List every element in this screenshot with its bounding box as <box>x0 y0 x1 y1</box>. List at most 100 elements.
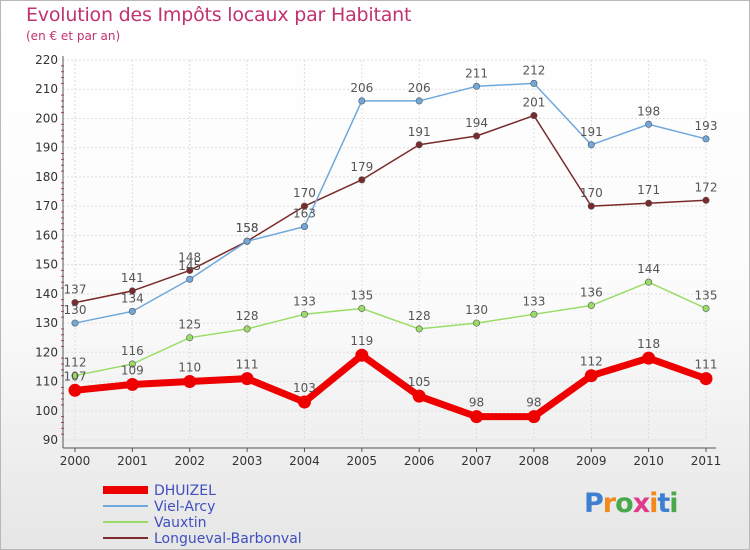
data-point <box>128 287 136 295</box>
data-label: 128 <box>408 309 431 323</box>
data-point <box>358 97 366 105</box>
data-point <box>183 375 197 389</box>
legend-label: Vauxtin <box>154 515 206 531</box>
data-point <box>584 369 598 383</box>
data-point <box>415 141 423 149</box>
data-label: 158 <box>236 221 259 235</box>
data-label: 211 <box>465 66 488 80</box>
series-line-dhuizel <box>74 351 708 421</box>
data-point <box>243 325 251 333</box>
data-label: 130 <box>64 303 87 317</box>
series-line-longueval-barbonval <box>74 114 707 304</box>
data-point <box>358 304 366 312</box>
data-label: 111 <box>695 358 718 372</box>
data-label: 136 <box>580 286 603 300</box>
data-label: 112 <box>64 356 87 370</box>
data-point <box>128 307 136 315</box>
data-point <box>699 372 713 386</box>
data-point <box>243 237 251 245</box>
data-label: 198 <box>637 104 660 118</box>
data-point <box>702 304 710 312</box>
data-label: 112 <box>580 355 603 369</box>
data-label: 135 <box>695 288 718 302</box>
series-line-vauxtin <box>74 281 707 377</box>
data-label: 116 <box>121 344 144 358</box>
data-label: 170 <box>293 186 316 200</box>
data-point <box>71 372 79 380</box>
data-label: 163 <box>293 207 316 221</box>
data-label: 107 <box>64 369 87 383</box>
y-tick-label: 170 <box>35 199 58 213</box>
data-point <box>125 377 139 391</box>
x-tick-label: 2004 <box>289 454 320 468</box>
data-label: 191 <box>580 125 603 139</box>
data-label: 170 <box>580 186 603 200</box>
x-tick-label: 2002 <box>174 454 205 468</box>
proxiti-logo: Proxiti <box>584 488 679 519</box>
data-point <box>702 196 710 204</box>
data-point <box>702 135 710 143</box>
data-label: 110 <box>178 361 201 375</box>
data-label: 134 <box>121 291 144 305</box>
y-tick-label: 150 <box>35 258 58 272</box>
logo-letter: o <box>615 488 634 519</box>
data-point <box>473 82 481 90</box>
data-point <box>473 132 481 140</box>
legend-label: Viel-Arcy <box>154 499 215 515</box>
data-label: 137 <box>64 283 87 297</box>
data-point <box>587 202 595 210</box>
data-label: 206 <box>350 81 373 95</box>
data-point <box>530 112 538 120</box>
y-tick-label: 120 <box>35 345 58 359</box>
x-tick-label: 2001 <box>117 454 148 468</box>
data-point <box>412 389 426 403</box>
data-point <box>530 79 538 87</box>
x-tick-label: 2008 <box>519 454 550 468</box>
x-tick-label: 2006 <box>404 454 435 468</box>
data-point <box>645 278 653 286</box>
data-point <box>71 319 79 327</box>
series-layer <box>68 79 713 424</box>
data-label: 133 <box>522 294 545 308</box>
data-label: 103 <box>293 381 316 395</box>
x-tick-label: 2010 <box>633 454 664 468</box>
data-label: 191 <box>408 125 431 139</box>
data-point <box>530 310 538 318</box>
y-tick-label: 90 <box>43 433 58 447</box>
data-point <box>355 348 369 362</box>
data-point <box>186 275 194 283</box>
data-point <box>128 360 136 368</box>
logo-letter: i <box>649 488 658 519</box>
y-tick-label: 220 <box>35 53 58 67</box>
data-label: 133 <box>293 294 316 308</box>
data-label: 158 <box>236 221 259 235</box>
data-point <box>470 410 484 424</box>
legend: DHUIZELViel-ArcyVauxtinLongueval-Barbonv… <box>103 483 302 547</box>
data-label: 194 <box>465 116 488 130</box>
legend-label: DHUIZEL <box>154 483 216 499</box>
x-tick-label: 2009 <box>576 454 607 468</box>
data-point <box>68 383 82 397</box>
data-label: 105 <box>408 375 431 389</box>
data-point <box>587 302 595 310</box>
y-tick-label: 180 <box>35 170 58 184</box>
data-point <box>642 351 656 365</box>
chart-title: Evolution des Impôts locaux par Habitant <box>26 4 412 26</box>
axes: 90 100 110 120 130 140 150 160 170 180 190 200 210 22… <box>35 53 721 468</box>
data-point <box>300 223 308 231</box>
data-label: 179 <box>350 160 373 174</box>
data-label: 141 <box>121 271 144 285</box>
logo-letter: t <box>657 488 670 519</box>
data-label: 193 <box>695 119 718 133</box>
y-tick-label: 190 <box>35 141 58 155</box>
x-tick-label: 2011 <box>691 454 722 468</box>
data-point <box>300 202 308 210</box>
data-label: 128 <box>236 309 259 323</box>
data-label: 145 <box>178 259 201 273</box>
data-point <box>300 310 308 318</box>
data-labels: 107 109 110 111 103 119 105 98 98 112 118 111 130 134… <box>64 63 718 409</box>
y-tick-label: 140 <box>35 287 58 301</box>
logo-letter: P <box>584 488 604 519</box>
data-point <box>527 410 541 424</box>
